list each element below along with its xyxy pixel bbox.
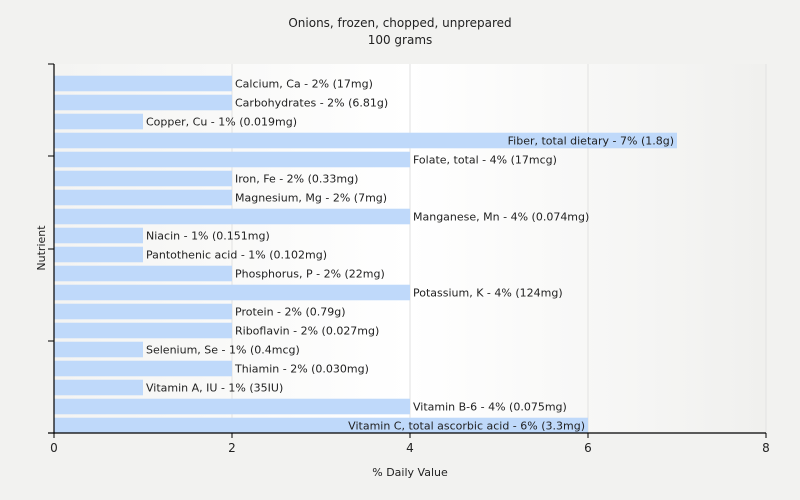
bar (54, 360, 232, 377)
bar (54, 379, 143, 396)
bar (54, 417, 588, 434)
bar-label: Vitamin B-6 - 4% (0.075mg) (413, 401, 567, 414)
bar (54, 227, 143, 244)
bar (54, 398, 410, 415)
bar (54, 265, 232, 282)
data-labels: Calcium, Ca - 2% (17mg) Carbohydrates - 2… (146, 78, 674, 433)
x-tick-label: 2 (228, 441, 236, 455)
bar-label: Riboflavin - 2% (0.027mg) (235, 325, 379, 338)
bar-label: Vitamin A, IU - 1% (35IU) (146, 382, 283, 395)
bar-label: Fiber, total dietary - 7% (1.8g) (508, 135, 674, 148)
bar (54, 170, 232, 187)
chart-title: Onions, frozen, chopped, unprepared (288, 16, 511, 30)
x-tick-label: 4 (406, 441, 414, 455)
bar (54, 322, 232, 339)
x-axis-title: % Daily Value (372, 466, 448, 479)
bar-label: Copper, Cu - 1% (0.019mg) (146, 116, 297, 129)
bar (54, 246, 143, 263)
x-tick-label: 8 (762, 441, 770, 455)
bar-label: Folate, total - 4% (17mcg) (413, 154, 557, 167)
bar (54, 75, 232, 92)
bar-label: Phosphorus, P - 2% (22mg) (235, 268, 385, 281)
y-axis-title: Nutrient (35, 225, 48, 271)
bar (54, 132, 677, 149)
bar (54, 341, 143, 358)
x-tick-label: 0 (50, 441, 58, 455)
bar-label: Pantothenic acid - 1% (0.102mg) (146, 249, 327, 262)
bar-label: Vitamin C, total ascorbic acid - 6% (3.3… (348, 420, 585, 433)
chart-subtitle: 100 grams (368, 33, 433, 47)
bar-label: Potassium, K - 4% (124mg) (413, 287, 563, 300)
bar-label: Carbohydrates - 2% (6.81g) (235, 97, 388, 110)
bar (54, 284, 410, 301)
bar (54, 151, 410, 168)
bar (54, 113, 143, 130)
bar-label: Calcium, Ca - 2% (17mg) (235, 78, 373, 91)
x-tick-labels: 0 2 4 6 8 (50, 441, 770, 455)
bar-label: Iron, Fe - 2% (0.33mg) (235, 173, 358, 186)
bar-label: Manganese, Mn - 4% (0.074mg) (413, 211, 589, 224)
bar-label: Magnesium, Mg - 2% (7mg) (235, 192, 387, 205)
bar (54, 189, 232, 206)
bar (54, 303, 232, 320)
bars (54, 75, 677, 434)
bar-label: Thiamin - 2% (0.030mg) (234, 363, 369, 376)
bar (54, 94, 232, 111)
axes (48, 63, 767, 438)
bar-label: Niacin - 1% (0.151mg) (146, 230, 270, 243)
bar-label: Selenium, Se - 1% (0.4mcg) (146, 344, 300, 357)
bar (54, 208, 410, 225)
bar-label: Protein - 2% (0.79g) (235, 306, 346, 319)
x-tick-label: 6 (584, 441, 592, 455)
